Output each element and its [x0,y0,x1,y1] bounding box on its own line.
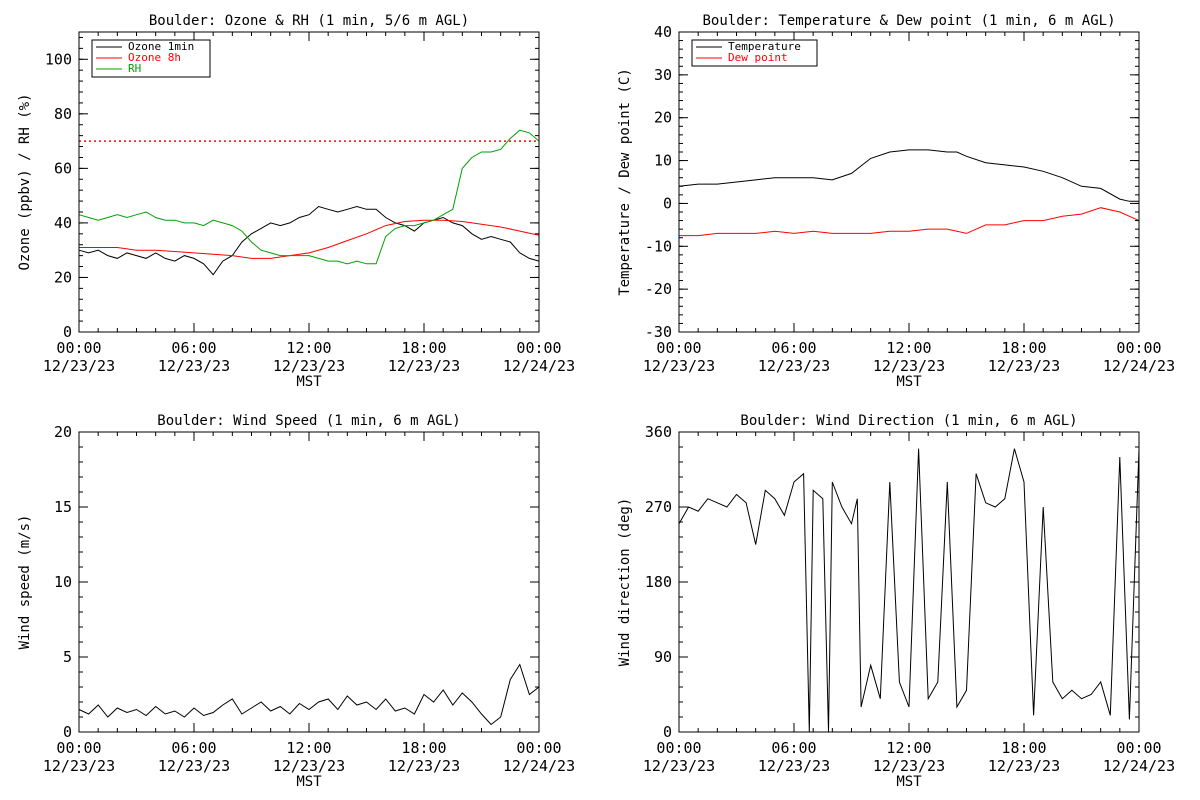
y-tick-label: 180 [645,573,672,591]
series-line-1 [678,149,1139,202]
plot-frame [78,431,540,733]
y-tick-label: 40 [54,214,72,232]
x-tick-time-label: 00:00 [56,339,101,357]
y-tick-label: 15 [54,498,72,516]
chart-title: Boulder: Wind Direction (1 min, 6 m AGL) [740,413,1077,429]
y-tick-label: 80 [54,105,72,123]
plot-frame [678,431,1140,733]
x-tick-date-label: 12/23/23 [643,757,715,775]
y-tick-label: 0 [63,323,72,341]
chart-panel-1: Boulder: Ozone & RH (1 min, 5/6 m AGL) 0 2… [17,13,575,390]
x-tick-time-label: 00:00 [1116,739,1161,757]
x-axis-label: MST [896,774,922,790]
x-tick-time-label: 12:00 [286,339,331,357]
y-tick-label: 0 [63,723,72,741]
y-tick-label: 90 [654,648,672,666]
legend-entry: Dew point [728,51,788,64]
x-tick-date-label: 12/23/23 [988,757,1060,775]
x-tick-time-label: 00:00 [1116,339,1161,357]
series-line-3 [78,129,540,265]
x-tick-date-label: 12/24/23 [503,357,575,375]
x-tick-time-label: 12:00 [286,739,331,757]
y-axis-label: Ozone (ppbv) / RH (%) [17,93,33,270]
y-axis-label: Wind direction (deg) [617,498,633,667]
x-axis-label: MST [296,374,322,390]
x-tick-date-label: 12/23/23 [388,357,460,375]
plot-frame [678,31,1140,333]
x-tick-time-label: 06:00 [171,339,216,357]
chart-panel-3: Boulder: Wind Speed (1 min, 6 m AGL) 0 5 10… [17,413,575,790]
y-tick-label: 20 [654,109,672,127]
x-tick-date-label: 12/23/23 [43,357,115,375]
series-line-2 [79,219,540,259]
x-tick-date-label: 12/23/23 [158,357,230,375]
x-tick-date-label: 12/23/23 [988,357,1060,375]
chart-title: Boulder: Wind Speed (1 min, 6 m AGL) [157,413,460,429]
x-axis-label: MST [296,774,322,790]
x-tick-time-label: 00:00 [516,739,561,757]
y-tick-label: 30 [654,66,672,84]
series-line-1 [78,663,540,726]
y-tick-label: 20 [54,423,72,441]
x-tick-time-label: 00:00 [56,739,101,757]
x-tick-date-label: 12/23/23 [758,357,830,375]
y-tick-label: -10 [645,237,672,255]
x-tick-date-label: 12/23/23 [873,357,945,375]
chart-title: Boulder: Ozone & RH (1 min, 5/6 m AGL) [149,13,469,29]
series-line-2 [679,207,1140,237]
x-axis-label: MST [896,374,922,390]
x-tick-time-label: 18:00 [1001,739,1046,757]
legend-entry: Temperature [728,40,801,53]
y-tick-label: 10 [54,573,72,591]
x-tick-date-label: 12/23/23 [273,757,345,775]
series-line-1 [678,448,1140,733]
y-tick-label: 10 [654,152,672,170]
x-tick-date-label: 12/24/23 [503,757,575,775]
x-tick-time-label: 06:00 [771,339,816,357]
y-tick-label: 100 [45,50,72,68]
y-tick-label: 270 [645,498,672,516]
y-tick-label: 0 [663,194,672,212]
x-tick-date-label: 12/23/23 [873,757,945,775]
y-axis-label: Wind speed (m/s) [17,515,33,650]
chart-panel-4: Boulder: Wind Direction (1 min, 6 m AGL)… [617,413,1175,790]
x-tick-time-label: 06:00 [171,739,216,757]
x-tick-time-label: 18:00 [1001,339,1046,357]
y-tick-label: 360 [645,423,672,441]
chart-title: Boulder: Temperature & Dew point (1 min,… [702,13,1115,29]
x-tick-time-label: 12:00 [886,739,931,757]
x-tick-date-label: 12/24/23 [1103,757,1175,775]
y-tick-label: -20 [645,280,672,298]
x-tick-date-label: 12/23/23 [43,757,115,775]
x-tick-time-label: 06:00 [771,739,816,757]
legend-box [691,39,818,67]
x-tick-date-label: 12/23/23 [643,357,715,375]
x-tick-date-label: 12/23/23 [758,757,830,775]
chart-panel-2: Boulder: Temperature & Dew point (1 min,… [617,13,1175,390]
y-axis-label: Temperature / Dew point (C) [617,68,633,296]
y-tick-label: -30 [645,323,672,341]
y-tick-label: 40 [654,23,672,41]
x-tick-time-label: 00:00 [656,739,701,757]
x-tick-date-label: 12/24/23 [1103,357,1175,375]
x-tick-time-label: 00:00 [516,339,561,357]
x-tick-time-label: 18:00 [401,739,446,757]
y-tick-label: 0 [663,723,672,741]
x-tick-date-label: 12/23/23 [273,357,345,375]
legend-entry: Ozone 1min [128,40,194,53]
legend-entry: Ozone 8h [128,51,181,64]
x-tick-time-label: 18:00 [401,339,446,357]
y-tick-label: 20 [54,268,72,286]
series-line-1 [78,205,540,276]
x-tick-time-label: 12:00 [886,339,931,357]
legend-entry: RH [128,62,141,75]
y-tick-label: 60 [54,159,72,177]
y-tick-label: 5 [63,648,72,666]
x-tick-time-label: 00:00 [656,339,701,357]
x-tick-date-label: 12/23/23 [388,757,460,775]
x-tick-date-label: 12/23/23 [158,757,230,775]
